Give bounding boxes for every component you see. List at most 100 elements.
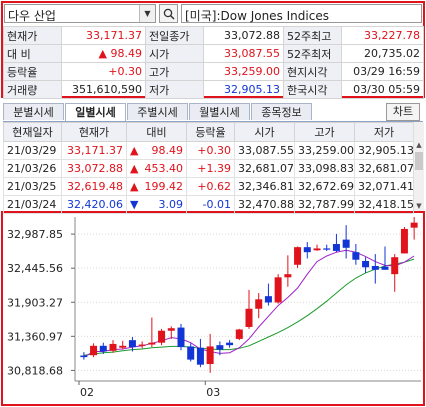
tab-4[interactable]: 종목정보 [251,103,312,120]
chevron-down-icon[interactable]: ▼ [139,5,155,22]
column-header[interactable]: 등락율 [186,122,235,142]
info-value: +0.30 [61,62,146,81]
candle-body [128,340,136,348]
cell-diff: ▲ 199.42 [126,177,187,196]
diff-value: 199.42 [144,180,184,193]
info-label: 52주최저 [283,44,342,63]
column-header[interactable]: 현재가 [61,122,127,142]
info-label: 저가 [145,80,204,99]
cell-open: 32,681.07 [234,159,295,178]
candle-body [148,342,156,345]
tab-1[interactable]: 일별시세 [65,103,126,121]
tab-0[interactable]: 분별시세 [3,103,64,120]
info-value: 33,087.55 [203,44,284,63]
table-row[interactable]: 21/03/24 32,420.06 ▼ 3.09 -0.01 32,470.88 32,7… [3,195,414,214]
cell-open: 32,346.81 [234,177,295,196]
cell-low: 32,681.07 [354,159,414,178]
market-title-field: [미국]:Dow Jones Indices [181,4,422,23]
info-label: 전일종가 [145,26,204,45]
tab-3[interactable]: 월별시세 [189,103,250,120]
search-icon [163,8,175,20]
scroll-down-icon[interactable]: ▼ [416,202,422,210]
x-tick-label: 03 [206,386,220,399]
candle-body [323,248,331,250]
symbol-value: 다우 산업 [8,9,56,23]
info-value: 32,905.13 [203,80,284,99]
cell-price: 33,072.88 [61,159,127,178]
info-value: 33,259.00 [203,62,284,81]
candle-body [138,344,146,346]
info-value: 33,072.88 [203,26,284,45]
candle-body [381,266,389,270]
diff-value: 98.49 [151,144,184,157]
info-row: 거래량 351,610,590 저가 32,905.13 한국시각 03/30 05:59 [3,80,424,99]
candle-body [196,347,204,365]
info-row: 대 비 ▲ 98.49 시가 33,087.55 52주최저 20,735.02 [3,44,424,63]
chart-button[interactable]: 차트 [386,103,420,121]
table-row[interactable]: 21/03/26 33,072.88 ▲ 453.40 +1.39 32,681.07 33… [3,159,414,178]
cell-high: 32,672.69 [294,177,355,196]
column-header[interactable]: 대비 [126,122,187,142]
column-header[interactable]: 저가 [354,122,414,142]
candle-body [255,299,263,309]
candle-body [177,327,185,348]
candle-body [206,346,214,365]
column-header[interactable]: 고가 [294,122,355,142]
info-value: 03/29 16:59 [341,62,424,81]
candle-body [410,222,418,228]
cell-diff: ▼ 3.09 [126,195,187,214]
column-header[interactable]: 현재일자 [3,122,62,142]
up-arrow-icon: ▲ [130,144,139,157]
cell-rate: -0.01 [186,195,235,214]
candle-body [303,247,311,253]
symbol-combobox[interactable]: 다우 산업 ▼ [4,4,156,23]
info-label: 고가 [145,62,204,81]
moving-average-long [83,258,415,356]
candle-body [352,252,360,260]
scroll-up-icon[interactable]: ▲ [416,141,422,149]
up-arrow-icon: ▲ [130,180,139,193]
info-value: ▲ 98.49 [61,44,146,63]
candle-body [400,228,408,254]
candle-body [90,345,98,356]
info-value: 33,171.37 [61,26,146,45]
candle-body [274,277,282,303]
cell-low: 32,418.15 [354,195,414,214]
cell-rate: +1.39 [186,159,235,178]
diff-value: 453.40 [144,162,184,175]
candle-body [391,257,399,275]
cell-date: 21/03/26 [3,159,62,178]
candle-body [245,308,253,327]
cell-price: 33,171.37 [61,141,127,160]
cell-price: 32,619.48 [61,177,127,196]
candle-body [371,266,379,270]
y-tick-label: 32,445.56 [7,262,63,275]
search-button[interactable] [159,4,178,23]
candle-body [109,343,117,351]
column-header[interactable]: 시가 [234,122,295,142]
cell-low: 32,905.13 [354,141,414,160]
candle-body [167,328,175,331]
cell-diff: ▲ 98.49 [126,141,187,160]
info-value: 351,610,590 [61,80,146,99]
diff-value: 3.09 [158,198,184,211]
tab-2[interactable]: 주별시세 [127,103,188,120]
info-label: 등락율 [3,62,62,81]
table-row[interactable]: 21/03/29 33,171.37 ▲ 98.49 +0.30 33,087.55 33,… [3,141,414,160]
info-value: 03/30 05:59 [341,80,424,99]
candle-body [294,247,302,265]
candle-body [284,274,292,278]
info-label: 현지시각 [283,62,342,81]
candle-body [216,345,224,350]
info-label: 거래량 [3,80,62,99]
tab-bar: 분별시세 일별시세 주별시세 월별시세 종목정보 [3,103,423,122]
candle-body [158,330,166,343]
candlestick-chart: 30,818.68 31,360.97 31,903.27 32,445.56 32,9… [7,217,421,399]
candle-body [342,239,350,248]
info-row: 등락율 +0.30 고가 33,259.00 현지시각 03/29 16:59 [3,62,424,81]
scroll-thumb[interactable] [415,152,423,170]
candle-body [362,260,370,268]
market-title: [미국]:Dow Jones Indices [185,9,329,23]
table-row[interactable]: 21/03/25 32,619.48 ▲ 199.42 +0.62 32,346.81 32… [3,177,414,196]
table-scrollbar[interactable]: ▲ ▼ [413,122,424,211]
